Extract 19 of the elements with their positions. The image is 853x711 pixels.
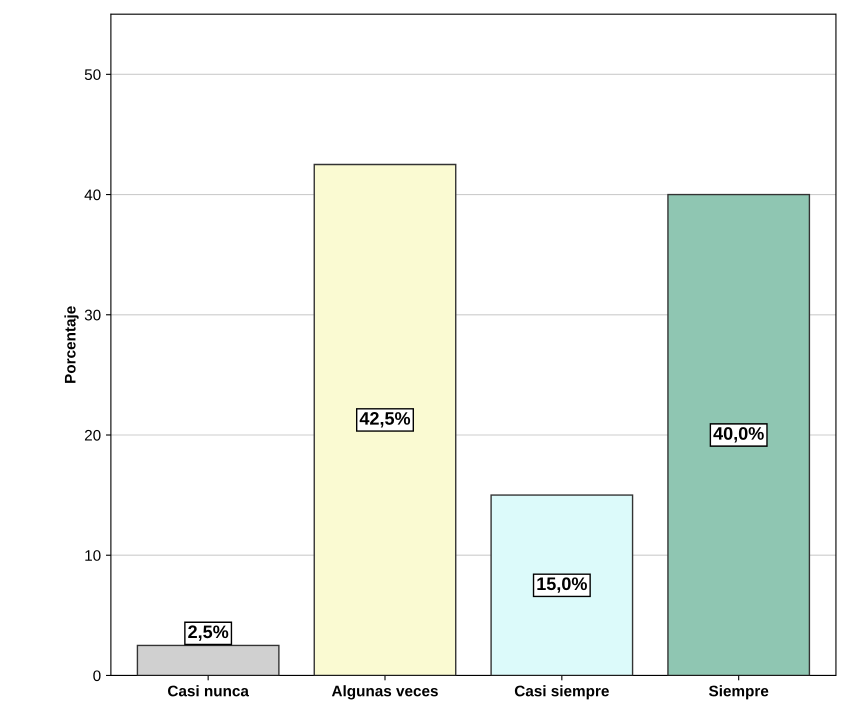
bar [136, 644, 280, 676]
x-tick-label: Casi nunca [168, 685, 250, 696]
data-label: 42,5% [360, 412, 410, 428]
bar [667, 194, 810, 676]
x-tick-label: Algunas veces [332, 685, 438, 700]
y-tick-label: 0 [93, 670, 101, 682]
y-tick-label: 10 [85, 550, 101, 561]
x-tick-label: Casi siempre [514, 685, 609, 700]
data-label: 15,0% [537, 577, 587, 593]
data-label: 40,0% [713, 427, 764, 442]
bar [490, 494, 634, 676]
x-tick-label: Siempre [708, 685, 768, 700]
bar [314, 164, 456, 676]
y-axis-title: Porcentaje [64, 306, 79, 383]
y-tick-label: 30 [84, 310, 101, 320]
y-tick-label: 40 [84, 189, 101, 200]
y-tick-label: 20 [84, 430, 101, 441]
y-tick-label: 50 [84, 69, 101, 80]
data-label: 2,5% [188, 625, 228, 641]
